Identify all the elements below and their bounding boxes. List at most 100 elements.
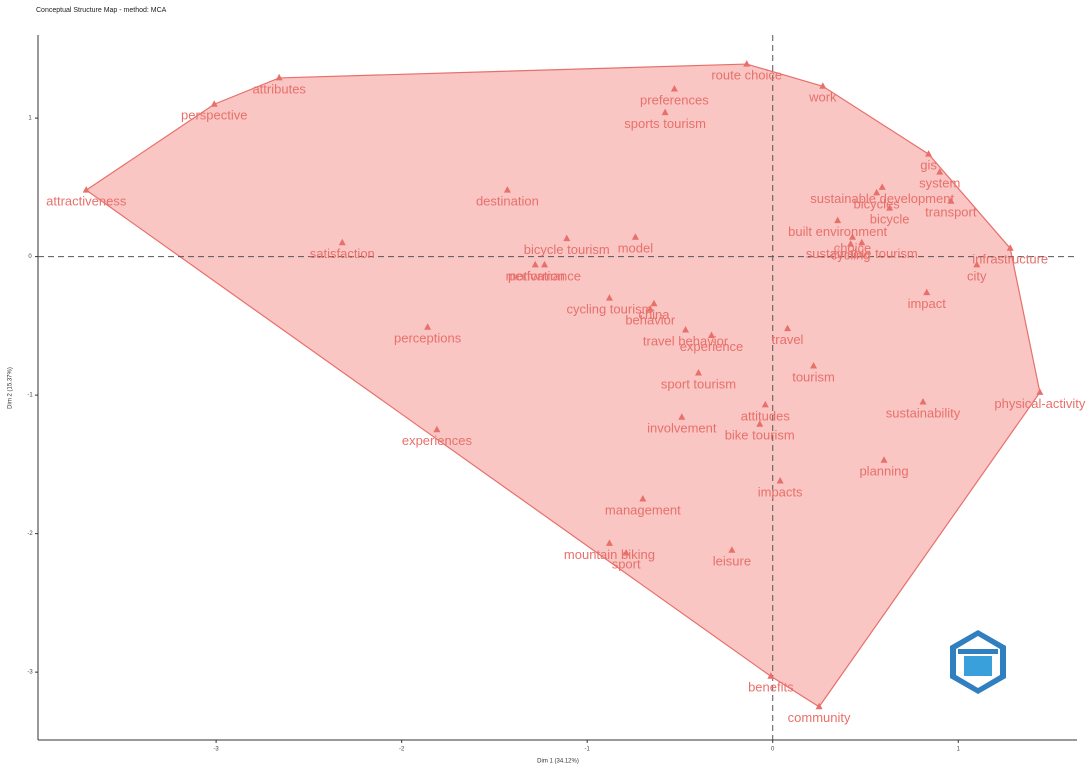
x-tick-label: 1 bbox=[957, 747, 961, 753]
point bbox=[82, 186, 90, 193]
point-label: travel behavior bbox=[643, 333, 729, 348]
point bbox=[622, 549, 630, 556]
point-label: attitudes bbox=[741, 408, 791, 423]
point bbox=[810, 362, 818, 369]
chart-title: Conceptual Structure Map - method: MCA bbox=[36, 7, 167, 14]
point bbox=[563, 234, 571, 242]
point bbox=[815, 702, 823, 710]
point-label: sports tourism bbox=[624, 116, 706, 131]
point-label: bike tourism bbox=[725, 428, 795, 443]
point-label: route choice bbox=[711, 68, 782, 83]
point bbox=[275, 73, 283, 81]
point-label: built environment bbox=[788, 224, 887, 239]
point bbox=[210, 100, 218, 107]
point-label: experiences bbox=[402, 433, 473, 448]
point bbox=[728, 546, 736, 553]
point bbox=[834, 216, 842, 224]
y-tick-label: 0 bbox=[28, 254, 32, 260]
point bbox=[433, 425, 441, 433]
point-label: sport tourism bbox=[661, 376, 736, 391]
point-label: cycling tourism bbox=[566, 302, 652, 317]
point-label: system bbox=[919, 176, 960, 191]
x-axis-label: Dim 1 (34.12%) bbox=[537, 759, 579, 765]
y-tick-label: -3 bbox=[27, 670, 33, 676]
logo-band bbox=[958, 649, 998, 654]
point bbox=[886, 204, 894, 211]
point bbox=[631, 233, 639, 240]
y-axis-label: Dim 2 (15.37%) bbox=[8, 367, 14, 409]
point bbox=[756, 420, 764, 427]
point-label: sustainable development bbox=[810, 191, 954, 206]
point-label: benefits bbox=[748, 680, 794, 695]
point-label: gis bbox=[920, 158, 937, 173]
point bbox=[639, 494, 647, 502]
point-label: travel bbox=[772, 332, 804, 347]
point-label: tourism bbox=[792, 369, 835, 384]
point bbox=[661, 108, 669, 116]
point-label: behavior bbox=[625, 313, 676, 328]
point-label: model bbox=[618, 241, 654, 256]
x-tick-label: -2 bbox=[399, 747, 405, 753]
point bbox=[650, 299, 658, 307]
point bbox=[1006, 244, 1014, 251]
point bbox=[503, 186, 511, 193]
point bbox=[873, 188, 881, 196]
point-label: sustainable tourism bbox=[806, 246, 918, 261]
point bbox=[936, 168, 944, 175]
point bbox=[923, 288, 931, 296]
point bbox=[776, 476, 784, 484]
point-label: destination bbox=[476, 194, 539, 209]
point-label: bicycle bbox=[870, 212, 910, 227]
point bbox=[707, 331, 715, 339]
point-label: sport bbox=[612, 556, 641, 571]
y-tick-label: 1 bbox=[28, 116, 32, 122]
y-tick-label: -1 bbox=[27, 393, 33, 399]
point-label: china bbox=[638, 307, 670, 322]
point bbox=[1036, 388, 1044, 395]
point-label: sustainability bbox=[886, 405, 961, 420]
point bbox=[605, 539, 613, 546]
point-label: bicycles bbox=[853, 196, 900, 211]
x-tick-label: 0 bbox=[771, 747, 775, 753]
point bbox=[947, 197, 955, 204]
point-label: attractiveness bbox=[46, 194, 127, 209]
point-label: involvement bbox=[647, 421, 717, 436]
point-label: impact bbox=[908, 296, 947, 311]
point-label: perceptions bbox=[394, 331, 462, 346]
point bbox=[695, 368, 703, 376]
point bbox=[531, 260, 539, 268]
point bbox=[682, 326, 690, 333]
y-tick-label: -2 bbox=[27, 531, 33, 537]
point-label: physical-activity bbox=[994, 396, 1086, 411]
point bbox=[541, 260, 549, 268]
logo-body bbox=[964, 656, 992, 676]
point-label: cycling bbox=[831, 248, 871, 263]
point bbox=[858, 238, 866, 246]
point bbox=[605, 294, 613, 301]
point bbox=[878, 183, 886, 190]
point bbox=[743, 60, 751, 67]
point bbox=[925, 150, 933, 157]
point bbox=[849, 233, 857, 240]
point-label: planning bbox=[859, 464, 908, 479]
point-label: transport bbox=[925, 205, 977, 220]
point-label: infrastructure bbox=[972, 252, 1048, 267]
x-tick-label: -1 bbox=[585, 747, 591, 753]
x-tick-label: -3 bbox=[213, 747, 219, 753]
logo bbox=[950, 630, 1006, 694]
point-label: community bbox=[788, 710, 851, 725]
point bbox=[847, 240, 855, 247]
point-label: satisfaction bbox=[310, 246, 375, 261]
point bbox=[767, 672, 775, 679]
point bbox=[761, 400, 769, 408]
point bbox=[880, 456, 888, 463]
point-label: leisure bbox=[713, 554, 751, 569]
point bbox=[338, 238, 346, 246]
point-label: preferences bbox=[640, 92, 709, 107]
point bbox=[919, 398, 927, 405]
point-label: city bbox=[967, 268, 987, 283]
point bbox=[973, 260, 981, 268]
point-label: experience bbox=[680, 339, 744, 354]
point bbox=[819, 82, 827, 89]
